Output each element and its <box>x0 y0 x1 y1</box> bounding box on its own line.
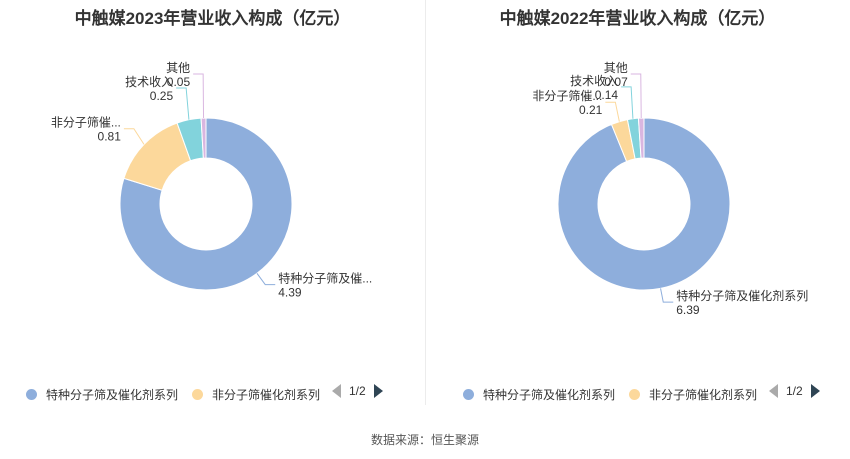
slice-category-label: 特种分子筛及催... <box>278 271 372 286</box>
label-leader-line <box>605 101 620 122</box>
label-leader-line <box>630 73 642 119</box>
legend-item-series-1[interactable]: 特种分子筛及催化剂系列 <box>463 386 615 403</box>
next-page-icon[interactable] <box>810 384 820 398</box>
chart-panel-2023: 中触媒2023年营业收入构成（亿元） 特种分子筛及催... 4.39 非分子筛催..… <box>0 0 425 420</box>
label-leader-line <box>621 86 634 119</box>
slice-category-label: 其他 <box>166 61 190 75</box>
legend: 特种分子筛及催化剂系列 非分子筛催化剂系列 1/2 <box>0 384 425 404</box>
legend-label: 非分子筛催化剂系列 <box>212 388 321 402</box>
slice-value-label: 4.39 <box>278 286 302 300</box>
slice-value-label: 0.25 <box>150 89 174 103</box>
pie-slice[interactable] <box>637 117 645 159</box>
legend-pager: 1/2 <box>332 384 383 398</box>
pie-slice[interactable] <box>119 117 293 291</box>
chart-title: 中触媒2023年营业收入构成（亿元） <box>74 9 351 28</box>
legend: 特种分子筛及催化剂系列 非分子筛催化剂系列 1/2 <box>425 384 850 404</box>
slice-category-label: 特种分子筛及催化剂系列 <box>676 288 808 303</box>
legend-item-series-2[interactable]: 非分子筛催化剂系列 <box>629 386 757 403</box>
panel-divider <box>425 0 426 405</box>
legend-label: 非分子筛催化剂系列 <box>649 388 758 402</box>
legend-page-indicator: 1/2 <box>349 384 366 398</box>
legend-dot <box>192 389 203 400</box>
legend-item-series-1[interactable]: 特种分子筛及催化剂系列 <box>26 386 178 403</box>
legend-dot <box>26 389 37 400</box>
slice-value-label: 0.07 <box>604 75 628 89</box>
chart-title: 中触媒2022年营业收入构成（亿元） <box>499 9 776 28</box>
label-leader-line <box>660 288 674 303</box>
data-source-note: 数据来源：恒生聚源 <box>370 433 479 447</box>
slice-value-label: 6.39 <box>676 303 700 317</box>
label-leader-line <box>193 73 205 119</box>
prev-page-icon[interactable] <box>769 384 778 398</box>
legend-pager: 1/2 <box>769 384 820 398</box>
legend-dot <box>629 389 640 400</box>
pie-slice[interactable] <box>200 117 207 159</box>
slice-category-label: 其他 <box>604 61 628 75</box>
prev-page-icon[interactable] <box>332 384 341 398</box>
slice-value-label: 0.14 <box>595 88 619 102</box>
legend-label: 特种分子筛及催化剂系列 <box>483 388 616 402</box>
legend-page-indicator: 1/2 <box>786 384 803 398</box>
slice-value-label: 0.05 <box>167 75 191 89</box>
label-leader-line <box>176 87 190 120</box>
slice-category-label: 非分子筛催... <box>51 115 121 130</box>
slice-category-label: 技术收入 <box>125 75 173 89</box>
slice-category-label: 非分子筛催... <box>532 88 602 103</box>
chart-panel-2022: 中触媒2022年营业收入构成（亿元） 特种分子筛及催化剂系列 6.39 非分子筛催.… <box>425 0 850 420</box>
slice-value-label: 0.81 <box>98 130 122 144</box>
pie-slice[interactable] <box>557 117 731 291</box>
label-leader-line <box>123 128 145 145</box>
slice-category-label: 技术收入 <box>570 74 618 88</box>
slice-value-label: 0.21 <box>579 103 603 117</box>
label-leader-line <box>256 272 276 286</box>
legend-item-series-2[interactable]: 非分子筛催化剂系列 <box>192 386 320 403</box>
legend-label: 特种分子筛及催化剂系列 <box>46 388 179 402</box>
legend-dot <box>463 389 474 400</box>
next-page-icon[interactable] <box>373 384 383 398</box>
